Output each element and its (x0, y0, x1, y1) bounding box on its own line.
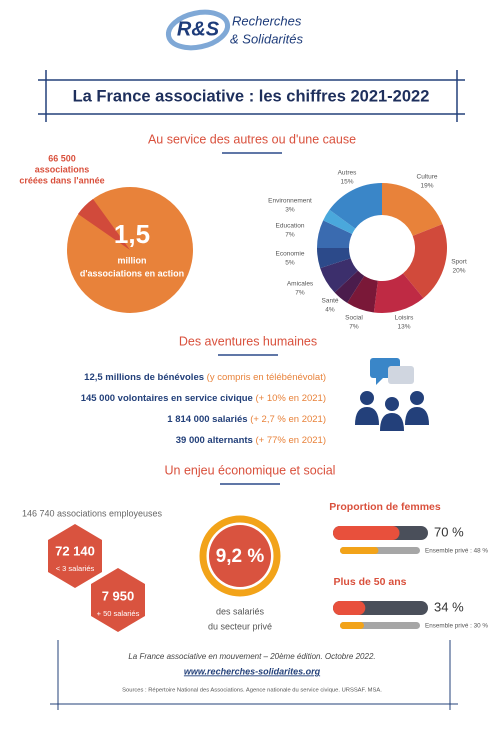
segment-value: 15% (340, 179, 353, 186)
segment-value: 20% (452, 268, 465, 275)
segment-label: Economie (276, 251, 305, 258)
donut-segment (373, 273, 424, 313)
bar-title: Plus de 50 ans (334, 576, 407, 588)
figure-row: 1 814 000 salariés (+ 2,7 % en 2021) (167, 414, 326, 425)
segment-label: Sport (451, 259, 467, 266)
hexagon (91, 568, 145, 632)
total-label: d'associations en action (80, 268, 184, 278)
hexagon-number: 7 950 (102, 588, 135, 603)
share-disc (209, 525, 271, 587)
created-label: 66 500 (48, 153, 76, 163)
title-frame (38, 70, 465, 122)
hexagon (48, 524, 102, 588)
hexagon-number: 72 140 (55, 543, 95, 558)
segment-value: 19% (420, 183, 433, 190)
logo-ring (165, 9, 231, 51)
bar (333, 526, 400, 540)
donut-segment (320, 258, 358, 293)
created-label: associations (35, 164, 90, 174)
donut-segment (317, 248, 351, 269)
donut-segment (382, 183, 443, 236)
segment-label: Social (345, 315, 363, 322)
people-icon (355, 358, 429, 431)
figure-row: 12,5 millions de bénévoles (y compris en… (84, 372, 326, 383)
donut-segment (334, 270, 365, 303)
bars: Proportion de femmes 70 % Ensemble privé :… (329, 501, 488, 630)
section-heading: Un enjeu économique et social (165, 463, 336, 477)
reference-label: Ensemble privé : 30 % (425, 623, 488, 630)
created-label: créées dans l'année (19, 175, 104, 185)
segment-value: 7% (285, 232, 295, 239)
segment-label: Culture (417, 174, 438, 181)
total-number: 1,5 (114, 219, 150, 249)
segment-label: Loisirs (395, 315, 415, 322)
donut-segment (323, 209, 356, 234)
reference-bar (340, 547, 379, 554)
donut-segment (329, 183, 382, 229)
donut-segment (317, 220, 353, 248)
donut-segment (347, 275, 378, 313)
logo-line: & Solidarités (230, 31, 303, 46)
reference-label: Ensemble privé : 48 % (425, 548, 488, 555)
segment-label: Autres (338, 170, 358, 177)
bar-value: 34 % (434, 599, 464, 614)
bar (333, 601, 366, 615)
share-value: 9,2 % (216, 546, 265, 567)
donut-segment (403, 224, 447, 299)
footer-frame (50, 640, 458, 710)
segment-label: Environnement (268, 198, 312, 205)
hexagon-label: + 50 salariés (97, 609, 140, 618)
section-heading: Au service des autres ou d'une cause (148, 132, 356, 146)
segment-value: 4% (325, 307, 335, 314)
donut-chart: Culture 19% Sport 20% Loisirs 13% Social 7% Sant… (268, 170, 467, 331)
logo-line: Recherches (232, 13, 302, 28)
reference-bar (340, 622, 364, 629)
share-label: des salariés (216, 606, 265, 616)
share-label: du secteur privé (208, 621, 272, 631)
footer-url[interactable]: www.recherches-solidarites.org (184, 666, 321, 676)
section-heading: Des aventures humaines (179, 334, 317, 348)
segment-value: 13% (397, 324, 410, 331)
segment-value: 7% (295, 290, 305, 297)
segment-label: Amicales (287, 281, 314, 288)
logo-mark: R&S (177, 18, 220, 40)
total-label: million (118, 255, 147, 265)
bar-value: 70 % (434, 524, 464, 539)
hexagon-label: < 3 salariés (56, 564, 95, 573)
title: La France associative : les chiffres 202… (73, 87, 430, 105)
bar-title: Proportion de femmes (329, 501, 441, 513)
footer-edition: La France associative en mouvement – 20è… (128, 652, 375, 661)
pie-slice (78, 199, 130, 250)
people-figures: 12,5 millions de bénévoles (y compris en… (81, 372, 326, 446)
figure-row: 39 000 alternants (+ 77% en 2021) (176, 435, 326, 446)
segment-value: 7% (349, 324, 359, 331)
segment-label: Santé (322, 298, 339, 305)
figure-row: 145 000 volontaires en service civique (… (81, 393, 326, 404)
logo: R&S Recherches & Solidarités (165, 9, 303, 51)
segment-value: 5% (285, 260, 295, 267)
employers: 146 740 associations employeuses (22, 508, 163, 518)
segment-label: Education (276, 223, 305, 230)
segment-value: 3% (285, 207, 295, 214)
footer-sources: Sources : Répertoire National des Associ… (122, 688, 382, 694)
